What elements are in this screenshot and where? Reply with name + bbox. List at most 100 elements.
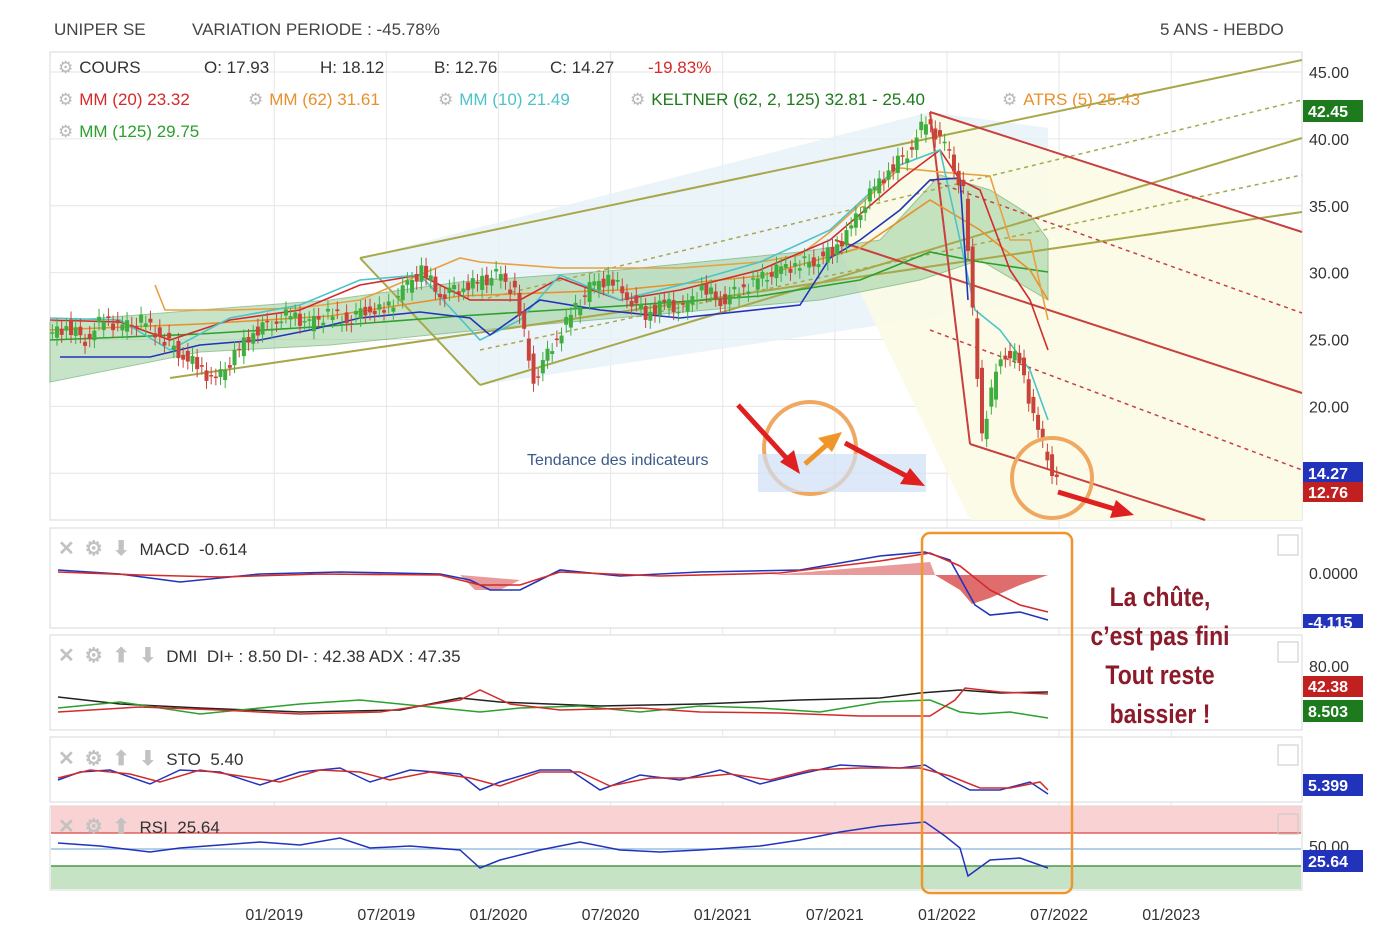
candle-body <box>484 274 489 286</box>
dmi-checkbox[interactable] <box>1277 641 1299 663</box>
legend-change: -19.83% <box>648 58 712 77</box>
candle-body <box>858 215 863 221</box>
candle-body <box>909 147 914 150</box>
candle-body <box>283 309 288 316</box>
dmi-title: DMI <box>166 647 198 666</box>
y-tick-label: 30.00 <box>1309 266 1349 283</box>
gear-icon[interactable]: ⚙ <box>630 90 646 109</box>
legend-atrs: ⚙ ATRS (5) 25.43 <box>1002 90 1140 110</box>
candle-body <box>853 213 858 228</box>
candle-body <box>718 299 723 307</box>
candle-body <box>386 301 391 306</box>
candle-body <box>587 282 592 303</box>
candle-body <box>227 365 232 368</box>
candle-body <box>199 365 204 367</box>
candle-body <box>704 283 709 295</box>
gear-icon[interactable]: ⚙ <box>84 816 103 838</box>
candle-body <box>204 370 209 381</box>
candle-body <box>447 287 452 293</box>
gear-icon[interactable]: ⚙ <box>58 90 74 109</box>
legend-keltner: ⚙ KELTNER (62, 2, 125) 32.81 - 25.40 <box>630 90 925 110</box>
candle-body <box>237 348 242 351</box>
candle-body <box>218 369 223 378</box>
gear-icon[interactable]: ⚙ <box>1002 90 1018 109</box>
atrs-line <box>154 167 1049 321</box>
dmi-value: DI+ : 8.50 DI- : 42.38 ADX : 47.35 <box>206 647 461 666</box>
candle-body <box>452 284 457 290</box>
sto-checkbox[interactable] <box>1277 744 1299 766</box>
candle-body <box>1017 352 1022 363</box>
candle-body <box>606 274 611 286</box>
gear-icon[interactable]: ⚙ <box>58 58 74 77</box>
gear-icon[interactable]: ⚙ <box>438 90 454 109</box>
y-tick-label: 40.00 <box>1309 132 1349 149</box>
arrow-up-icon[interactable]: ⬆ <box>112 816 130 838</box>
arrow-down-icon[interactable]: ⬇ <box>139 645 157 667</box>
candle-body <box>596 280 601 290</box>
candle-body <box>134 325 139 328</box>
gear-icon[interactable]: ⚙ <box>58 122 74 141</box>
candle-body <box>461 288 466 293</box>
close-icon[interactable]: ✕ <box>58 816 75 838</box>
legend-high: H: 18.12 <box>320 58 385 77</box>
candlesticks <box>50 111 1059 485</box>
candle-body <box>662 299 667 302</box>
candle-body <box>480 275 485 290</box>
candle-body <box>349 323 354 325</box>
legend-low: B: 12.76 <box>434 58 498 77</box>
candle-body <box>410 279 415 293</box>
mm62-line <box>49 199 1049 331</box>
candle-body <box>1045 451 1050 461</box>
candle-body <box>498 274 503 281</box>
candle-body <box>891 164 896 172</box>
dmi-green-tag-text: 8.503 <box>1308 704 1348 721</box>
candle-body <box>87 333 92 340</box>
x-tick-label: 07/2021 <box>806 907 864 924</box>
candle-body <box>125 320 130 332</box>
arrow-down-icon[interactable]: ⬇ <box>112 538 130 560</box>
candle-body <box>970 246 975 308</box>
gear-icon[interactable]: ⚙ <box>248 90 264 109</box>
candle-body <box>699 284 704 291</box>
candle-body <box>232 349 237 366</box>
candle-body <box>723 294 728 305</box>
candle-body <box>900 155 905 157</box>
candle-body <box>433 276 438 292</box>
candle-body <box>377 304 382 310</box>
candle-body <box>961 179 966 187</box>
arrow-up-icon[interactable]: ⬆ <box>112 645 130 667</box>
candle-body <box>844 230 849 246</box>
candle-body <box>92 330 97 341</box>
close-icon[interactable]: ✕ <box>58 538 75 560</box>
mm10-line <box>49 148 1049 421</box>
candle-body <box>400 285 405 301</box>
gear-icon[interactable]: ⚙ <box>84 538 103 560</box>
candle-body <box>1012 351 1017 361</box>
candle-body <box>59 328 64 335</box>
candle-body <box>839 241 844 247</box>
candle-body <box>101 321 106 331</box>
legend-atrs-text: ATRS (5) 25.43 <box>1023 90 1141 109</box>
candle-body <box>811 257 816 267</box>
red-channel-lines <box>834 111 1303 521</box>
legend-mm10: ⚙ MM (10) 21.49 <box>438 90 570 110</box>
orange-arrow <box>803 432 842 466</box>
arrow-down-icon[interactable]: ⬇ <box>139 748 157 770</box>
macd-value: -0.614 <box>198 540 248 559</box>
arrow-up-icon[interactable]: ⬆ <box>112 748 130 770</box>
candle-body <box>554 338 559 341</box>
candle-body <box>288 316 293 320</box>
gear-icon[interactable]: ⚙ <box>84 748 103 770</box>
close-icon[interactable]: ✕ <box>58 645 75 667</box>
macd-checkbox[interactable] <box>1277 534 1299 556</box>
candle-body <box>171 345 176 351</box>
sto-title: STO <box>166 750 201 769</box>
rsi-oversold-zone <box>51 866 1301 889</box>
candle-body <box>115 319 120 324</box>
rsi-checkbox[interactable] <box>1277 813 1299 835</box>
candle-body <box>821 251 826 257</box>
gear-icon[interactable]: ⚙ <box>84 645 103 667</box>
close-icon[interactable]: ✕ <box>58 748 75 770</box>
candle-body <box>302 320 307 323</box>
candle-body <box>751 278 756 280</box>
